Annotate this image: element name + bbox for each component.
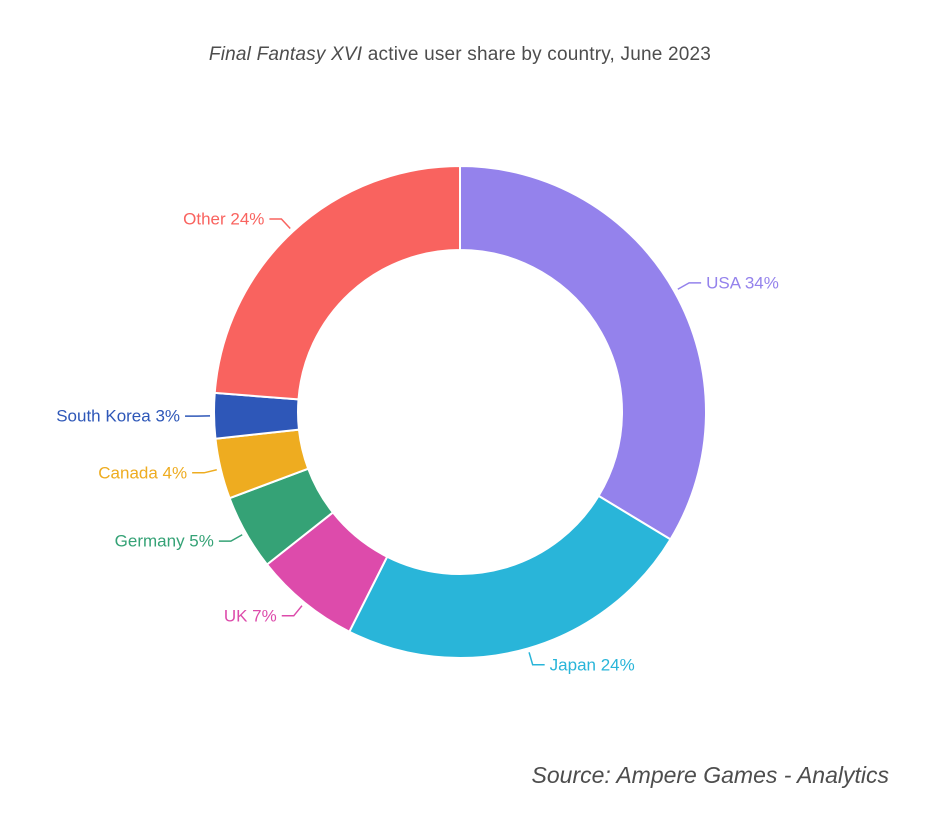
source-credit: Source: Ampere Games - Analytics <box>531 762 889 788</box>
label-leader-line-japan <box>528 652 545 666</box>
chart-title-rest: active user share by country, June 2023 <box>362 44 712 65</box>
label-leader-line-germany <box>218 534 243 542</box>
donut-slice-south-korea[interactable] <box>213 391 300 440</box>
chart-title-game-name: Final Fantasy XVI <box>208 44 363 65</box>
slice-label-japan: Japan 24% <box>550 655 635 674</box>
label-leader-line-other <box>269 218 291 229</box>
slice-label-usa: USA 34% <box>706 273 779 292</box>
donut-slice-usa[interactable] <box>459 165 707 541</box>
donut-slice-japan[interactable] <box>348 494 672 660</box>
slice-label-south-korea: South Korea 3% <box>56 407 180 426</box>
slice-label-uk: UK 7% <box>224 606 277 625</box>
slice-label-other: Other 24% <box>183 209 264 228</box>
chart-title: Final Fantasy XVI active user share by c… <box>0 44 920 66</box>
label-leader-line-uk <box>281 605 303 617</box>
label-leader-line-canada <box>192 469 217 474</box>
slice-label-canada: Canada 4% <box>98 463 187 482</box>
donut-slice-other[interactable] <box>213 165 461 401</box>
slice-label-germany: Germany 5% <box>115 532 214 551</box>
label-leader-line-usa <box>677 282 702 290</box>
